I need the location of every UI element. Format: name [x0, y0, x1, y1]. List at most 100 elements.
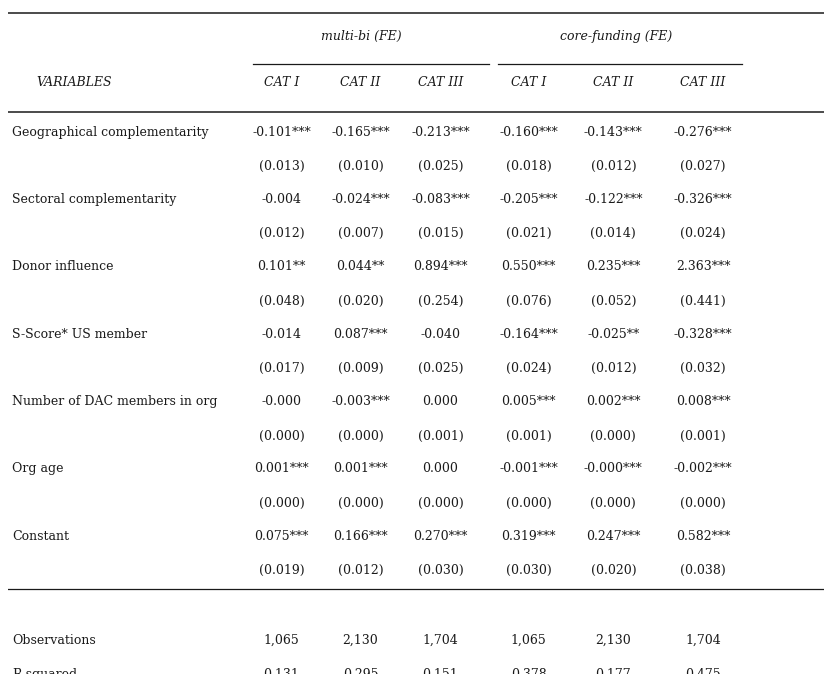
- Text: (0.001): (0.001): [680, 429, 726, 442]
- Text: 0.378: 0.378: [511, 668, 547, 674]
- Text: 0.295: 0.295: [343, 668, 379, 674]
- Text: CAT II: CAT II: [340, 76, 381, 89]
- Text: -0.014: -0.014: [261, 328, 301, 341]
- Text: (0.007): (0.007): [338, 227, 384, 241]
- Text: (0.020): (0.020): [338, 295, 384, 308]
- Text: (0.000): (0.000): [338, 497, 384, 510]
- Text: Donor influence: Donor influence: [12, 260, 114, 274]
- Text: (0.001): (0.001): [418, 429, 463, 442]
- Text: Sectoral complementarity: Sectoral complementarity: [12, 193, 176, 206]
- Text: -0.143***: -0.143***: [584, 125, 642, 139]
- Text: Constant: Constant: [12, 530, 69, 543]
- Text: (0.030): (0.030): [506, 564, 552, 577]
- Text: (0.020): (0.020): [591, 564, 636, 577]
- Text: (0.017): (0.017): [259, 362, 305, 375]
- Text: Number of DAC members in org: Number of DAC members in org: [12, 395, 218, 408]
- Text: (0.025): (0.025): [418, 160, 463, 173]
- Text: S-Score* US member: S-Score* US member: [12, 328, 147, 341]
- Text: (0.012): (0.012): [591, 160, 636, 173]
- Text: (0.030): (0.030): [418, 564, 463, 577]
- Text: 0.001***: 0.001***: [254, 462, 309, 475]
- Text: (0.000): (0.000): [338, 429, 384, 442]
- Text: multi-bi (FE): multi-bi (FE): [320, 30, 401, 43]
- Text: 0.075***: 0.075***: [255, 530, 309, 543]
- Text: Observations: Observations: [12, 634, 97, 646]
- Text: -0.164***: -0.164***: [499, 328, 558, 341]
- Text: -0.276***: -0.276***: [674, 125, 732, 139]
- Text: (0.001): (0.001): [506, 429, 552, 442]
- Text: -0.205***: -0.205***: [499, 193, 557, 206]
- Text: (0.076): (0.076): [506, 295, 552, 308]
- Text: VARIABLES: VARIABLES: [37, 76, 112, 89]
- Text: (0.025): (0.025): [418, 362, 463, 375]
- Text: -0.160***: -0.160***: [499, 125, 558, 139]
- Text: 0.177: 0.177: [596, 668, 631, 674]
- Text: (0.018): (0.018): [506, 160, 552, 173]
- Text: 0.475: 0.475: [686, 668, 721, 674]
- Text: 0.008***: 0.008***: [676, 395, 730, 408]
- Text: (0.032): (0.032): [681, 362, 726, 375]
- Text: CAT III: CAT III: [681, 76, 726, 89]
- Text: 0.000: 0.000: [423, 462, 458, 475]
- Text: (0.000): (0.000): [680, 497, 726, 510]
- Text: CAT I: CAT I: [511, 76, 546, 89]
- Text: -0.004: -0.004: [261, 193, 301, 206]
- Text: Geographical complementarity: Geographical complementarity: [12, 125, 209, 139]
- Text: -0.213***: -0.213***: [411, 125, 470, 139]
- Text: 0.270***: 0.270***: [414, 530, 468, 543]
- Text: -0.003***: -0.003***: [331, 395, 390, 408]
- Text: 0.582***: 0.582***: [676, 530, 730, 543]
- Text: 0.001***: 0.001***: [334, 462, 388, 475]
- Text: 0.087***: 0.087***: [334, 328, 388, 341]
- Text: (0.027): (0.027): [681, 160, 726, 173]
- Text: 1,704: 1,704: [685, 634, 721, 646]
- Text: 1,065: 1,065: [511, 634, 547, 646]
- Text: 1,704: 1,704: [423, 634, 458, 646]
- Text: 2,130: 2,130: [343, 634, 379, 646]
- Text: -0.040: -0.040: [420, 328, 460, 341]
- Text: (0.000): (0.000): [506, 497, 552, 510]
- Text: (0.012): (0.012): [259, 227, 305, 241]
- Text: core-funding (FE): core-funding (FE): [560, 30, 672, 43]
- Text: 0.101**: 0.101**: [257, 260, 305, 274]
- Text: -0.326***: -0.326***: [674, 193, 732, 206]
- Text: (0.000): (0.000): [591, 497, 636, 510]
- Text: CAT I: CAT I: [264, 76, 300, 89]
- Text: (0.024): (0.024): [681, 227, 726, 241]
- Text: (0.019): (0.019): [259, 564, 305, 577]
- Text: -0.101***: -0.101***: [252, 125, 311, 139]
- Text: -0.165***: -0.165***: [331, 125, 390, 139]
- Text: (0.012): (0.012): [338, 564, 384, 577]
- Text: (0.000): (0.000): [591, 429, 636, 442]
- Text: 1,065: 1,065: [264, 634, 300, 646]
- Text: -0.122***: -0.122***: [584, 193, 642, 206]
- Text: (0.052): (0.052): [591, 295, 636, 308]
- Text: Org age: Org age: [12, 462, 64, 475]
- Text: 0.319***: 0.319***: [501, 530, 556, 543]
- Text: -0.001***: -0.001***: [499, 462, 558, 475]
- Text: 0.247***: 0.247***: [586, 530, 641, 543]
- Text: -0.002***: -0.002***: [674, 462, 732, 475]
- Text: 0.005***: 0.005***: [501, 395, 556, 408]
- Text: (0.254): (0.254): [418, 295, 463, 308]
- Text: CAT III: CAT III: [418, 76, 463, 89]
- Text: (0.038): (0.038): [680, 564, 726, 577]
- Text: (0.000): (0.000): [418, 497, 463, 510]
- Text: (0.024): (0.024): [506, 362, 552, 375]
- Text: R-squared: R-squared: [12, 668, 77, 674]
- Text: 0.235***: 0.235***: [586, 260, 641, 274]
- Text: (0.441): (0.441): [680, 295, 726, 308]
- Text: -0.328***: -0.328***: [674, 328, 732, 341]
- Text: -0.024***: -0.024***: [331, 193, 390, 206]
- Text: (0.021): (0.021): [506, 227, 552, 241]
- Text: (0.010): (0.010): [338, 160, 384, 173]
- Text: 0.151: 0.151: [423, 668, 458, 674]
- Text: -0.025**: -0.025**: [587, 328, 640, 341]
- Text: 0.550***: 0.550***: [502, 260, 556, 274]
- Text: (0.015): (0.015): [418, 227, 463, 241]
- Text: (0.000): (0.000): [259, 497, 305, 510]
- Text: (0.013): (0.013): [259, 160, 305, 173]
- Text: -0.000***: -0.000***: [584, 462, 642, 475]
- Text: 2.363***: 2.363***: [676, 260, 730, 274]
- Text: (0.000): (0.000): [259, 429, 305, 442]
